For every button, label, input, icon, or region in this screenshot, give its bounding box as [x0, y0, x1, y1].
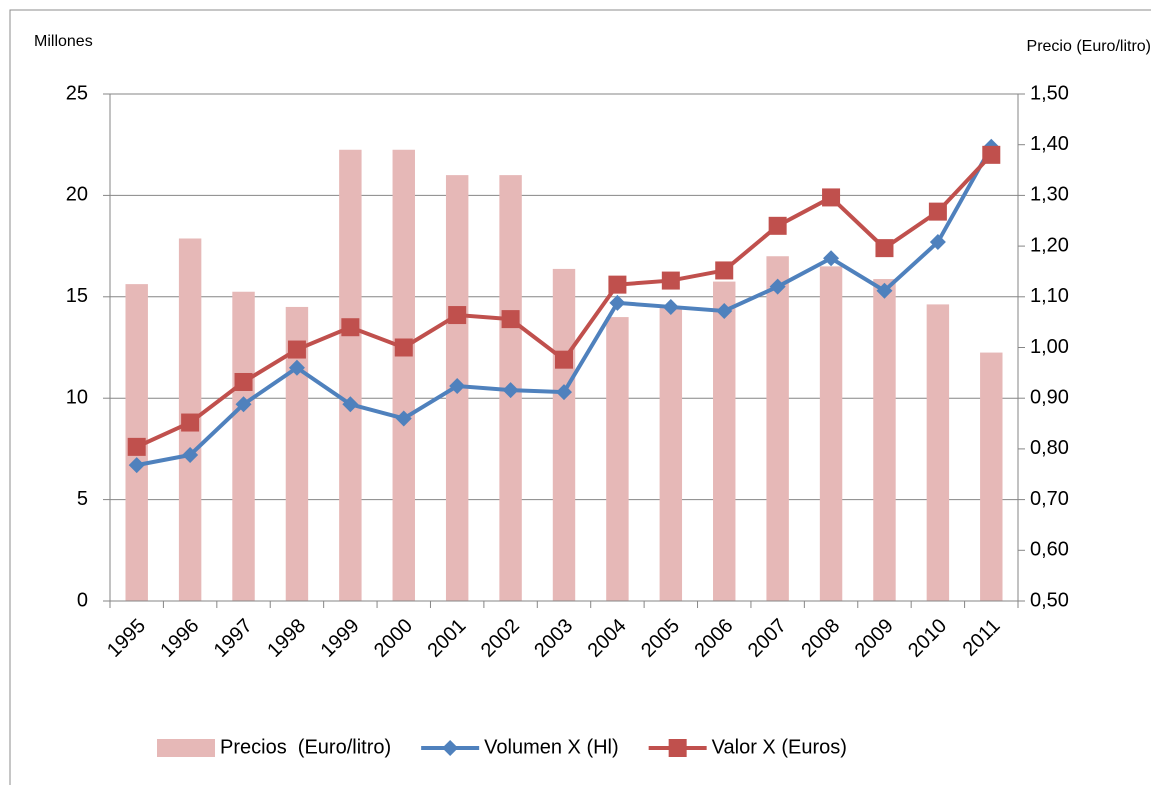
- line-marker: [394, 338, 413, 357]
- line-marker: [875, 239, 894, 258]
- line-marker: [982, 145, 1001, 164]
- bar: [713, 281, 736, 601]
- line-marker: [556, 384, 572, 401]
- y2-tick-label: 0,50: [1030, 589, 1069, 611]
- bar: [926, 304, 950, 601]
- bar: [980, 352, 1003, 601]
- line-marker: [288, 359, 305, 376]
- y2-tick-label: 1,40: [1030, 133, 1069, 155]
- legend-swatch: [157, 739, 215, 757]
- line-marker: [822, 188, 841, 207]
- line-marker: [234, 372, 253, 391]
- y2-tick-label: 0,90: [1030, 386, 1069, 408]
- line-marker: [769, 278, 786, 295]
- y2-tick-label: 1,50: [1030, 82, 1069, 104]
- line-marker: [555, 350, 573, 369]
- line-marker: [716, 302, 733, 319]
- line-marker: [128, 457, 145, 474]
- line-marker: [661, 271, 680, 290]
- bar: [232, 291, 255, 601]
- y2-tick-label: 1,10: [1030, 285, 1069, 307]
- legend-label: Volumen X (Hl): [484, 736, 619, 758]
- line-marker: [235, 396, 252, 413]
- line-marker: [449, 378, 466, 395]
- line-marker: [342, 396, 359, 413]
- legend-marker: [668, 739, 687, 757]
- y2-tick-label: 0,70: [1030, 488, 1069, 510]
- line-marker: [876, 282, 893, 299]
- y-tick-label: 10: [66, 386, 88, 408]
- y2-tick-label: 1,30: [1030, 184, 1069, 206]
- bar: [606, 317, 629, 601]
- y-tick-label: 0: [77, 589, 88, 611]
- line-marker: [287, 340, 306, 359]
- bar: [285, 306, 309, 601]
- line-marker: [448, 306, 467, 325]
- y-tick-label: 25: [66, 82, 88, 104]
- y-tick-label: 15: [66, 285, 88, 307]
- line-marker: [182, 446, 199, 463]
- line-marker: [823, 250, 840, 267]
- line-marker: [341, 318, 360, 337]
- bar: [392, 149, 415, 601]
- y2-tick-label: 0,60: [1030, 539, 1069, 561]
- bar: [766, 256, 789, 601]
- line-marker: [608, 275, 627, 294]
- line-marker: [127, 437, 146, 456]
- y2-axis-label: Precio (Euro/litro): [1027, 38, 1151, 55]
- line-marker: [928, 202, 947, 221]
- legend-label: Precios (Euro/litro): [220, 736, 391, 758]
- y2-tick-label: 0,80: [1030, 437, 1069, 459]
- y-axis-label: Millones: [34, 33, 93, 50]
- line-marker: [502, 382, 519, 399]
- line-marker: [662, 298, 679, 315]
- line-marker: [929, 234, 946, 251]
- legend-label: Valor X (Euros): [712, 736, 847, 758]
- line-marker: [395, 410, 412, 427]
- line-marker: [715, 261, 734, 280]
- line-marker: [768, 216, 787, 235]
- line-marker: [501, 310, 520, 329]
- line-marker: [181, 413, 200, 432]
- bar: [339, 149, 362, 601]
- y2-tick-label: 1,20: [1030, 234, 1069, 256]
- legend-marker: [442, 740, 459, 756]
- y-tick-label: 20: [66, 184, 88, 206]
- line-marker: [609, 294, 626, 311]
- bar: [552, 268, 576, 601]
- y-tick-label: 5: [77, 488, 88, 510]
- bar: [659, 306, 683, 601]
- y2-tick-label: 1,00: [1030, 336, 1069, 358]
- bar: [819, 266, 843, 601]
- bar: [873, 279, 896, 601]
